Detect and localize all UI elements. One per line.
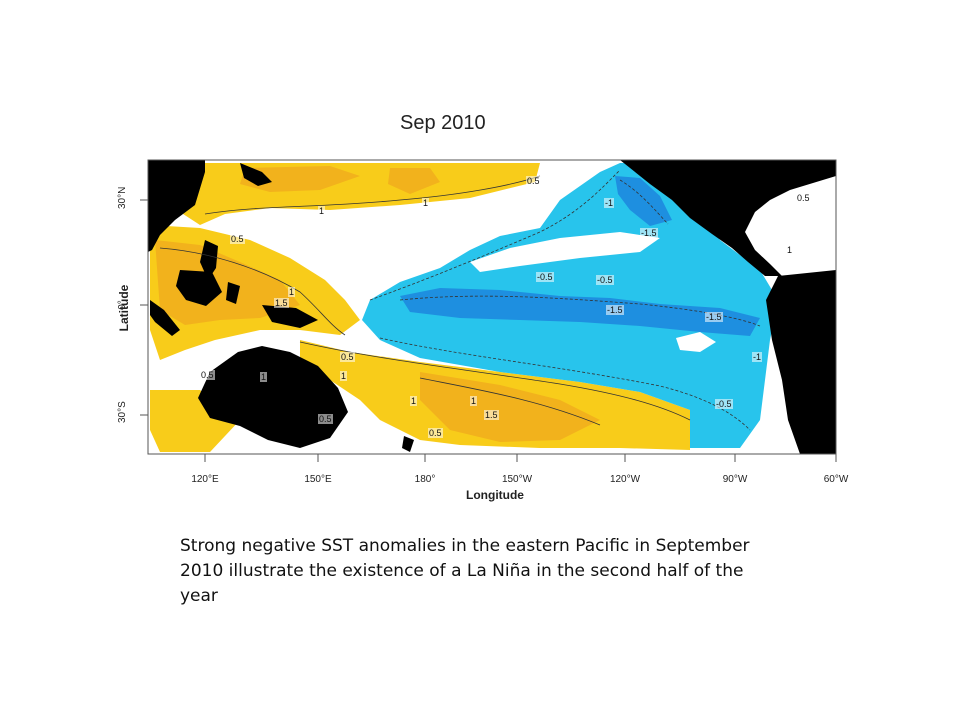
contour-label: 1 [340, 371, 348, 381]
map-title: Sep 2010 [400, 112, 486, 134]
contour-label: -1.5 [705, 312, 723, 322]
contour-label: 1.5 [274, 298, 289, 308]
contour-label: 1 [288, 287, 296, 297]
warm-core-north-2 [388, 168, 440, 194]
contour-label: 1.5 [484, 410, 499, 420]
warm-core-west [155, 240, 300, 325]
contour-label: 1 [470, 396, 478, 406]
contour-label: 0.5 [428, 428, 443, 438]
map-frame [147, 159, 837, 455]
land-new-guinea [262, 305, 318, 328]
contour-label: -1.5 [606, 305, 624, 315]
contour-label: 1 [422, 198, 430, 208]
lat-tick: 30°N [117, 186, 128, 209]
warm-core-south [420, 372, 600, 442]
contour-label: 0.5 [796, 193, 811, 203]
lon-tick: 150°E [304, 474, 332, 485]
contour-label: -1 [604, 198, 615, 208]
contour-label: -1.5 [640, 228, 658, 238]
lon-tick: 180° [414, 474, 436, 485]
contour-label: 0.5 [230, 234, 245, 244]
contour-label: 0.5 [526, 176, 541, 186]
lon-tick: 120°E [191, 474, 219, 485]
lon-tick: 120°W [609, 474, 641, 485]
land-new-zealand [402, 436, 414, 452]
x-axis-label: Longitude [466, 488, 524, 502]
contour-label: 0.5 [340, 352, 355, 362]
contour-label: 1 [786, 245, 794, 255]
contour-label: 1 [318, 206, 326, 216]
land-japan [240, 163, 272, 186]
land-sumatra [150, 300, 180, 336]
contour-label: 0.5 [200, 370, 215, 380]
neutral-pocket-east [676, 332, 716, 352]
land-asia [148, 160, 205, 252]
land-sulawesi [226, 282, 240, 304]
cool-core-equator [400, 288, 760, 336]
land-australia [198, 346, 348, 448]
lon-tick: 150°W [501, 474, 533, 485]
neutral-pocket-north [470, 232, 660, 272]
contour-label: 0.5 [318, 414, 333, 424]
land-philippines [200, 240, 218, 280]
contour-label: 1 [410, 396, 418, 406]
lon-tick: 60°W [823, 474, 849, 485]
slide-caption: Strong negative SST anomalies in the eas… [180, 536, 750, 606]
land-north-america [620, 160, 836, 276]
contour-lines [159, 169, 761, 431]
ticks [140, 199, 837, 462]
contour-label: 1 [260, 372, 268, 382]
land-borneo [176, 270, 222, 306]
warm-core-north [240, 166, 360, 192]
lat-tick: 0° [117, 300, 128, 310]
lat-tick: 30°S [117, 401, 128, 423]
lon-tick: 90°W [722, 474, 748, 485]
cool-core-north [615, 176, 672, 226]
contour-label: -1 [752, 352, 763, 362]
contour-label: -0.5 [596, 275, 614, 285]
contour-label: -0.5 [715, 399, 733, 409]
contour-label: -0.5 [536, 272, 554, 282]
land-south-america [766, 270, 836, 454]
